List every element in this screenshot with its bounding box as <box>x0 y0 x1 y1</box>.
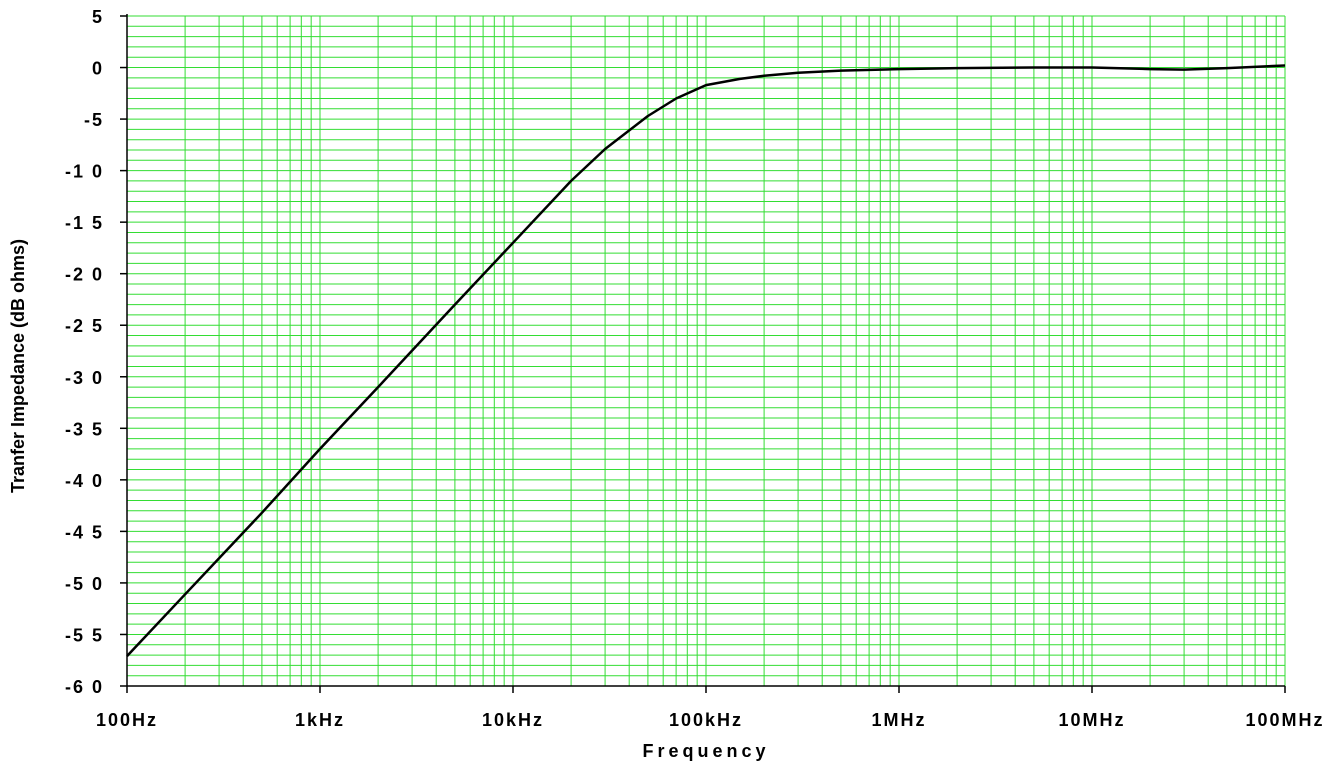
y-tick-label: -4 0 <box>65 471 104 491</box>
x-tick-label: 100Hz <box>96 710 158 730</box>
y-tick-label: -5 <box>84 110 104 130</box>
y-tick-label: -4 5 <box>65 522 104 542</box>
y-tick-label: -1 0 <box>65 162 104 182</box>
axes <box>120 14 1286 693</box>
y-tick-label: 0 <box>92 59 104 79</box>
y-tick-labels: 5 0 -5 -1 0 -1 5 -2 0 -2 5 -3 0 -3 5 -4 0 -4 5 -5 0… <box>65 7 104 697</box>
series <box>126 64 1286 657</box>
x-tick-label: 1kHz <box>295 710 345 730</box>
x-tick-label: 1MHz <box>871 710 926 730</box>
grid-minor <box>126 15 1286 687</box>
y-axis-label: Tranfer Impedance (dB ohms) <box>8 239 28 493</box>
y-tick-label: -3 5 <box>65 419 104 439</box>
y-tick-label: 5 <box>92 7 104 27</box>
y-tick-label: -5 5 <box>65 625 104 645</box>
x-axis-label: Frequency <box>642 741 769 761</box>
series-line <box>126 64 1286 657</box>
x-tick-label: 100kHz <box>669 710 743 730</box>
y-tick-label: -2 5 <box>65 316 104 336</box>
y-tick-label: -2 0 <box>65 265 104 285</box>
y-tick-label: -5 0 <box>65 574 104 594</box>
x-tick-label: 10kHz <box>482 710 544 730</box>
x-tick-labels: 100Hz 1kHz 10kHz 100kHz 1MHz 10MHz 100MHz <box>96 710 1324 730</box>
y-tick-label: -3 0 <box>65 368 104 388</box>
x-tick-label: 100MHz <box>1245 710 1324 730</box>
x-tick-label: 10MHz <box>1058 710 1125 730</box>
y-tick-label: -1 5 <box>65 213 104 233</box>
y-tick-label: -6 0 <box>65 677 104 697</box>
